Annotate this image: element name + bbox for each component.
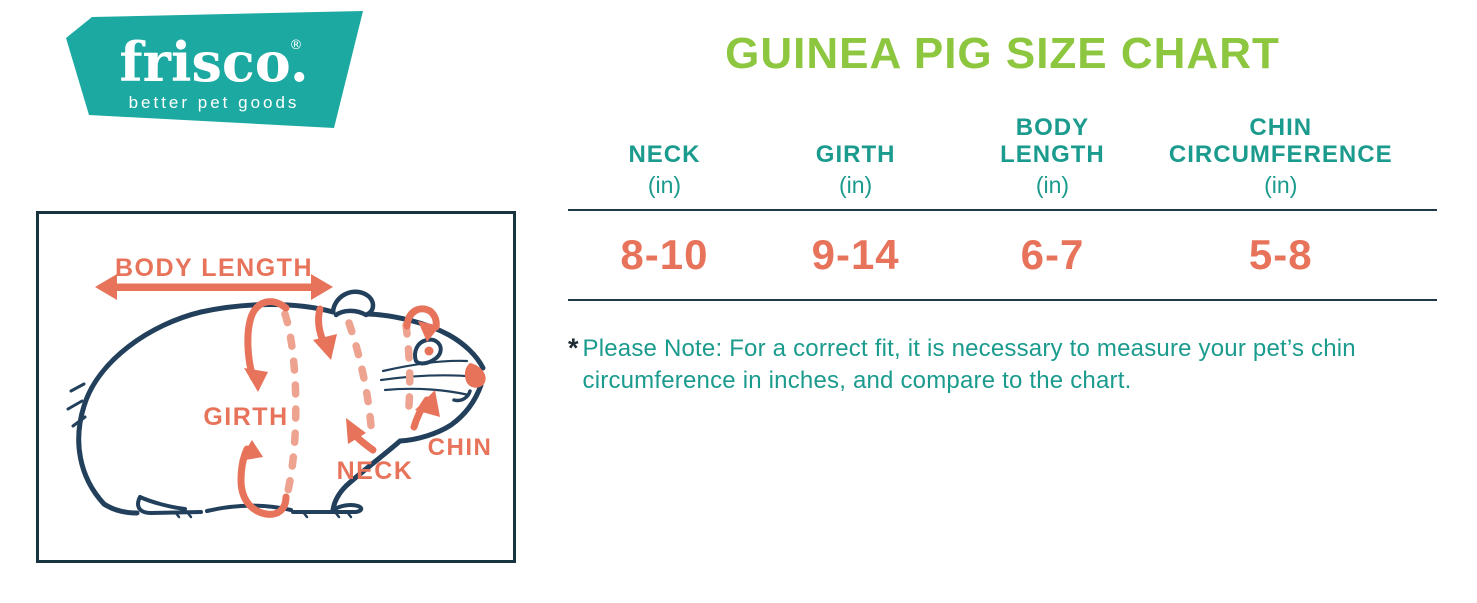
chin-arrowhead-bottom — [415, 390, 440, 417]
body-length-label: BODY LENGTH — [115, 254, 313, 282]
dashed-measurement-lines — [281, 310, 414, 499]
logo-banner-shape — [66, 11, 363, 128]
body-length-arrow-shaft — [113, 283, 315, 291]
column-unit: (in) — [1264, 171, 1298, 198]
eye-pupil — [424, 346, 434, 356]
fur-ticks — [66, 382, 87, 428]
neck-dashed-line — [345, 319, 376, 443]
body-length-arrowhead-right — [311, 274, 333, 300]
fit-note: * Please Note: For a correct fit, it is … — [568, 333, 1437, 397]
size-chart-panel: GUINEA PIG SIZE CHART NECK (in) GIRTH (i… — [568, 28, 1437, 397]
neck-arrowhead-top — [313, 334, 337, 360]
ear-shape — [330, 289, 376, 318]
neck-value: 8-10 — [620, 230, 709, 278]
body-length-arrowhead-left — [95, 274, 117, 300]
column-label: NECK — [628, 141, 701, 169]
neck-label: NECK — [337, 457, 414, 485]
girth-label: GIRTH — [203, 403, 288, 431]
nose — [464, 363, 486, 388]
logo-registered-mark: ® — [290, 38, 303, 53]
column-label: CHIN CIRCUMFERENCE — [1168, 113, 1393, 169]
body-length-value: 6-7 — [1020, 230, 1085, 278]
table-rule-bottom — [568, 298, 1437, 301]
rear-foot — [136, 495, 203, 515]
logo-brand-name: frisco. — [119, 30, 308, 94]
column-label: BODY LENGTH — [1000, 113, 1105, 169]
guinea-pig-measurement-diagram: BODY LENGTH GIRTH NECK CHIN — [36, 211, 516, 563]
page-title: GUINEA PIG SIZE CHART — [725, 29, 1280, 78]
column-label: GIRTH — [815, 141, 896, 169]
column-header-girth: GIRTH (in) — [761, 141, 950, 199]
chin-arrow-top — [403, 305, 440, 331]
girth-arrow-bottom — [237, 445, 290, 518]
size-table-header-row: NECK (in) GIRTH (in) BODY LENGTH (in) CH… — [568, 109, 1437, 209]
guinea-pig-outline — [66, 289, 486, 519]
column-header-neck: NECK (in) — [568, 141, 761, 199]
frisco-logo: frisco. ® better pet goods — [64, 8, 364, 132]
rear-toes — [173, 510, 193, 519]
size-table-value-row: 8-10 9-14 6-7 5-8 — [568, 211, 1437, 299]
column-unit: (in) — [839, 171, 873, 198]
measurement-arrows — [95, 274, 440, 518]
column-unit: (in) — [1035, 171, 1070, 198]
logo-tagline: better pet goods — [129, 93, 300, 112]
measurement-labels: BODY LENGTH GIRTH NECK CHIN — [115, 254, 493, 485]
mouth-line — [452, 389, 472, 403]
head-top-line — [365, 311, 486, 371]
chin-label: CHIN — [428, 434, 493, 461]
asterisk-marker: * — [568, 332, 579, 363]
front-toes — [301, 510, 353, 519]
girth-value: 9-14 — [811, 230, 900, 278]
column-header-chin-circumference: CHIN CIRCUMFERENCE (in) — [1155, 114, 1437, 199]
girth-arrowhead-top — [244, 368, 268, 392]
front-foot — [291, 503, 364, 514]
girth-arrowhead-bottom — [239, 440, 263, 461]
chin-arrowhead-top — [418, 321, 440, 342]
whiskers — [379, 359, 479, 397]
column-header-body-length: BODY LENGTH (in) — [950, 114, 1154, 199]
fit-note-text: Please Note: For a correct fit, it is ne… — [582, 334, 1356, 394]
jaw-and-chest-line — [330, 382, 484, 513]
neck-arrowhead-bottom — [346, 418, 366, 444]
girth-arrow-top — [244, 298, 290, 381]
chin-circumference-value: 5-8 — [1248, 230, 1313, 278]
chin-dashed-line — [402, 321, 414, 421]
table-rule-top — [568, 208, 1437, 211]
back-and-rump-line — [76, 302, 336, 516]
column-unit: (in) — [647, 171, 682, 198]
